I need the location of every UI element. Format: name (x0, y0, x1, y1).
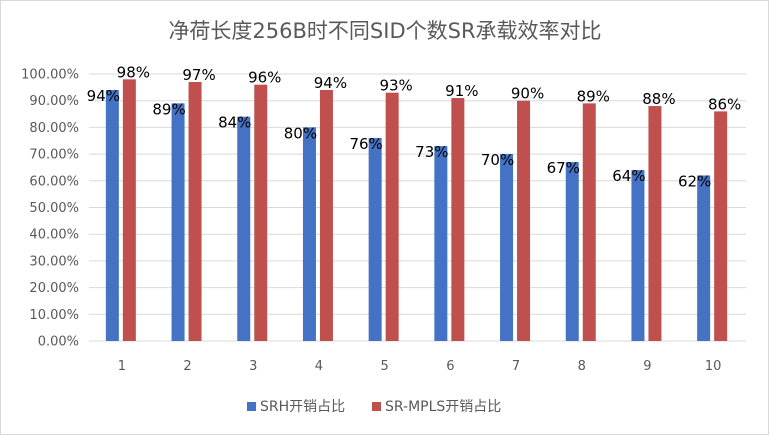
legend-swatch (372, 402, 381, 411)
bar-sr-mpls (122, 79, 136, 341)
bars (105, 79, 728, 342)
y-tick-label: 100.00% (21, 68, 79, 83)
bar-srh (302, 127, 316, 342)
x-tick-label: 6 (446, 359, 454, 374)
bar-sr-mpls (254, 84, 268, 342)
bar-srh (368, 138, 382, 341)
x-tick-label: 4 (315, 359, 323, 374)
bar-sr-mpls (451, 98, 465, 341)
x-tick-label: 8 (578, 359, 586, 374)
bar-sr-mpls (319, 90, 333, 342)
bar-srh (434, 146, 448, 341)
bar-sr-mpls (582, 103, 596, 342)
grid-layer (89, 73, 746, 342)
bar-srh (500, 154, 514, 341)
legend-swatch (247, 402, 256, 411)
y-tick-label: 10.00% (29, 308, 79, 323)
bar-srh (237, 116, 251, 341)
legend: SRH开销占比 SR-MPLS开销占比 (247, 399, 501, 415)
data-label-srh: 70% (481, 151, 514, 169)
bar-sr-mpls (517, 100, 531, 341)
y-tick-label: 20.00% (29, 281, 79, 296)
data-label-srh: 80% (284, 124, 317, 142)
data-label-sr-mpls: 94% (314, 74, 347, 92)
data-labels: 94% 98% 89% 97% 84% 96% 80% 94% 76% 93% 73% 91% 70% 9… (87, 63, 742, 190)
data-label-srh: 76% (349, 135, 382, 153)
bar-srh (697, 175, 711, 341)
y-axis-ticks: 0.00% 10.00% 20.00% 30.00% 40.00% 50.00% 60.00… (21, 68, 79, 350)
y-tick-label: 50.00% (29, 201, 79, 216)
data-label-sr-mpls: 88% (642, 90, 675, 108)
data-label-sr-mpls: 98% (117, 63, 150, 81)
x-axis-ticks: 1 2 3 4 5 6 7 8 9 10 (118, 359, 722, 374)
y-tick-label: 40.00% (29, 228, 79, 243)
x-tick-label: 2 (183, 359, 191, 374)
x-tick-label: 3 (249, 359, 257, 374)
bar-sr-mpls (714, 111, 728, 341)
data-label-sr-mpls: 93% (379, 77, 412, 95)
data-label-srh: 62% (678, 172, 711, 190)
data-label-sr-mpls: 97% (182, 66, 215, 84)
bar-sr-mpls (648, 106, 662, 341)
data-label-srh: 64% (612, 167, 645, 185)
data-label-sr-mpls: 86% (708, 95, 741, 113)
y-tick-label: 0.00% (38, 335, 79, 350)
bar-srh (631, 170, 645, 341)
bar-srh (171, 103, 185, 342)
data-label-srh: 84% (218, 114, 251, 132)
data-label-srh: 73% (415, 143, 448, 161)
legend-label: SRH开销占比 (260, 399, 345, 415)
bar-sr-mpls (188, 82, 202, 341)
data-label-srh: 94% (87, 87, 120, 105)
data-label-srh: 67% (547, 159, 580, 177)
bar-srh (105, 90, 119, 342)
data-label-sr-mpls: 89% (577, 87, 610, 105)
y-tick-label: 30.00% (29, 254, 79, 269)
legend-label: SR-MPLS开销占比 (385, 399, 501, 415)
chart-title: 净荷长度256B时不同SID个数SR承载效率对比 (168, 19, 601, 43)
x-tick-label: 7 (512, 359, 520, 374)
data-label-sr-mpls: 90% (511, 85, 544, 103)
data-label-sr-mpls: 96% (248, 69, 281, 87)
x-tick-label: 9 (643, 359, 651, 374)
x-tick-label: 1 (118, 359, 126, 374)
data-label-srh: 89% (152, 100, 185, 118)
y-tick-label: 70.00% (29, 148, 79, 163)
bar-sr-mpls (385, 92, 399, 341)
x-tick-label: 10 (705, 359, 722, 374)
y-tick-label: 60.00% (29, 174, 79, 189)
y-tick-label: 80.00% (29, 121, 79, 136)
data-label-sr-mpls: 91% (445, 82, 478, 100)
bar-srh (565, 162, 579, 341)
x-tick-label: 5 (381, 359, 389, 374)
y-tick-label: 90.00% (29, 94, 79, 109)
